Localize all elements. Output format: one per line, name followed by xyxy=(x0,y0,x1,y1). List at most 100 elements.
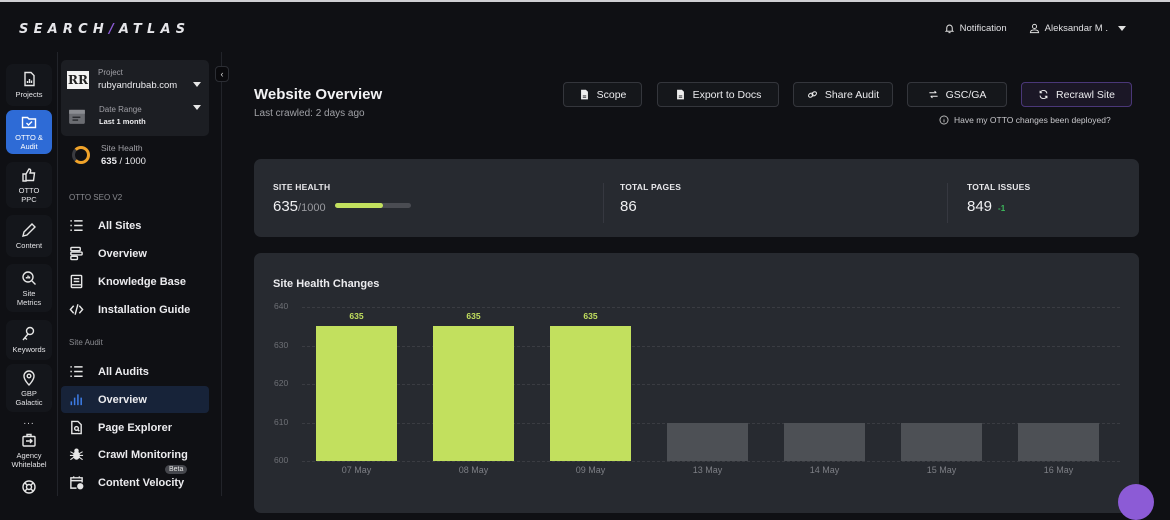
search-atlas-logo[interactable]: SEARCH/ATLAS xyxy=(19,22,191,37)
project-selector[interactable]: RR Project rubyandrubab.com xyxy=(67,68,203,91)
rail-item-support[interactable] xyxy=(6,478,52,498)
beta-badge: Beta xyxy=(165,465,188,474)
pencil-icon xyxy=(22,223,36,237)
nav-label: Overview xyxy=(98,393,147,406)
document-icon xyxy=(676,89,684,100)
notification-label: Notification xyxy=(959,23,1007,34)
rail-label: Agency Whitelabel xyxy=(11,450,47,469)
list-icon xyxy=(70,220,83,231)
button-label: Recrawl Site xyxy=(1056,88,1115,101)
x-axis-tick: 07 May xyxy=(341,465,372,475)
stat-site-health: SITE HEALTH 635 /1000 xyxy=(273,182,411,215)
progress-fill xyxy=(334,203,383,208)
rail-label: OTTO & Audit xyxy=(15,132,43,151)
user-menu[interactable]: Aleksandar M . xyxy=(1029,23,1126,34)
x-axis-tick: 08 May xyxy=(458,465,489,475)
projects-icon xyxy=(24,71,35,87)
chart-bar[interactable] xyxy=(667,422,748,461)
y-axis-tick: 640 xyxy=(274,301,289,311)
divider xyxy=(603,183,604,223)
stat-delta: -1 xyxy=(998,204,1006,213)
nav-installation-guide[interactable]: Installation Guide xyxy=(61,296,209,323)
project-label: Project xyxy=(98,68,123,77)
code-icon xyxy=(69,304,84,315)
chevron-left-icon: ‹ xyxy=(220,69,224,79)
date-range-selector[interactable]: Date Range Last 1 month xyxy=(67,105,203,126)
nav-label: Crawl Monitoring xyxy=(98,448,188,461)
collapse-sidebar-button[interactable]: ‹ xyxy=(215,66,229,82)
rail-item-keywords[interactable]: Keywords xyxy=(6,320,52,360)
rail-item-gbp-galactic[interactable]: GBP Galactic xyxy=(6,364,52,412)
overview-icon xyxy=(70,246,83,261)
x-axis-tick: 13 May xyxy=(692,465,723,475)
project-value: rubyandrubab.com xyxy=(98,80,178,91)
more-dots-icon[interactable]: ... xyxy=(23,416,35,427)
list-icon xyxy=(70,366,83,377)
bell-icon xyxy=(944,24,954,34)
chart-title: Site Health Changes xyxy=(273,278,380,290)
stat-label: TOTAL PAGES xyxy=(620,182,682,192)
rail-item-site-metrics[interactable]: Site Metrics xyxy=(6,264,52,312)
top-bar: SEARCH/ATLAS Notification Aleksandar M . xyxy=(0,0,1170,52)
rail-label: Keywords xyxy=(12,345,46,354)
bar-chart-icon xyxy=(70,394,82,406)
chevron-down-icon xyxy=(193,82,201,87)
nav-crawl-monitoring[interactable]: Crawl Monitoring xyxy=(61,441,209,468)
otto-question-text: Have my OTTO changes been deployed? xyxy=(954,115,1111,125)
otto-deployed-link[interactable]: Have my OTTO changes been deployed? xyxy=(939,115,1111,125)
nav-all-sites[interactable]: All Sites xyxy=(61,212,209,239)
nav-knowledge-base[interactable]: Knowledge Base xyxy=(61,268,209,295)
export-to-docs-button[interactable]: Export to Docs xyxy=(657,82,779,107)
date-range-value: Last 1 month xyxy=(99,117,146,126)
chart-bar[interactable] xyxy=(901,422,982,461)
stat-total-issues: TOTAL ISSUES 849 -1 xyxy=(967,182,1030,215)
site-health-max: / 1000 xyxy=(116,156,146,167)
stat-label: SITE HEALTH xyxy=(273,182,331,192)
chart-bar[interactable] xyxy=(316,326,397,461)
rail-item-content[interactable]: Content xyxy=(6,215,52,257)
nav-all-audits[interactable]: All Audits xyxy=(61,358,209,385)
rail-item-agency-whitelabel[interactable]: Agency Whitelabel xyxy=(6,428,52,472)
stat-value: 86 xyxy=(620,198,637,215)
grid-line xyxy=(302,461,1120,462)
rail-label: Projects xyxy=(15,90,43,99)
scope-button[interactable]: Scope xyxy=(563,82,642,107)
chart-bar[interactable] xyxy=(784,422,865,461)
lifebuoy-icon xyxy=(22,479,36,494)
search-chart-icon xyxy=(22,270,36,285)
chart-bar[interactable] xyxy=(1018,422,1099,461)
project-selector-card: RR Project rubyandrubab.com Date Range L… xyxy=(61,60,209,136)
nav-page-explorer[interactable]: Page Explorer xyxy=(61,414,209,441)
map-pin-icon xyxy=(23,369,35,386)
document-icon xyxy=(580,89,588,100)
nav-label: All Audits xyxy=(98,365,149,378)
chart-bar[interactable] xyxy=(550,326,631,461)
x-axis-tick: 16 May xyxy=(1043,465,1074,475)
rail-item-projects[interactable]: Projects xyxy=(6,64,52,106)
site-health-score: 635 xyxy=(101,156,117,167)
nav-label: Knowledge Base xyxy=(98,275,187,288)
nav-content-velocity[interactable]: Content Velocity xyxy=(61,469,209,496)
x-axis-tick: 09 May xyxy=(575,465,606,475)
stat-max: /1000 xyxy=(298,202,326,214)
project-logo: RR xyxy=(67,70,89,89)
nav-label: Overview xyxy=(98,247,147,260)
nav-label: Content Velocity xyxy=(98,476,185,489)
nav-otto-overview[interactable]: Overview xyxy=(61,240,209,267)
notification-button[interactable]: Notification xyxy=(944,23,1007,34)
share-audit-button[interactable]: Share Audit xyxy=(793,82,893,107)
bar-value-label: 635 xyxy=(349,311,364,322)
nav-label: Page Explorer xyxy=(98,421,172,434)
rail-item-otto-ppc[interactable]: OTTO PPC xyxy=(6,162,52,208)
chevron-down-icon xyxy=(193,105,201,110)
chart-bar[interactable] xyxy=(433,326,514,461)
recrawl-site-button[interactable]: Recrawl Site xyxy=(1021,82,1132,107)
chat-fab-button[interactable] xyxy=(1118,484,1154,520)
nav-audit-overview[interactable]: Overview xyxy=(61,386,209,413)
page-title: Website Overview xyxy=(254,86,383,103)
gsc-ga-button[interactable]: GSC/GA xyxy=(907,82,1007,107)
rail-item-otto-audit[interactable]: OTTO & Audit xyxy=(6,110,52,154)
x-axis-tick: 15 May xyxy=(926,465,957,475)
section-label-otto-seo: OTTO SEO V2 xyxy=(69,193,123,202)
panel-site-health: Site Health 635 / 1000 xyxy=(72,143,146,167)
